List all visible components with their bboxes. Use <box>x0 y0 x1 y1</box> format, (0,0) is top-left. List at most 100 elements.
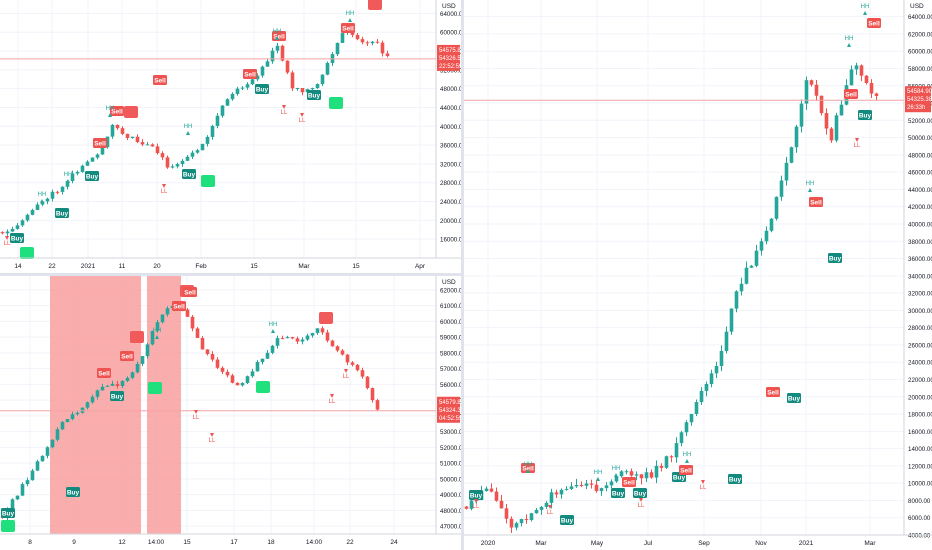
signal-sell[interactable]: Sell <box>120 351 134 361</box>
signal-ll[interactable]: LL <box>209 433 216 444</box>
signal-hh[interactable]: HH <box>346 11 355 22</box>
top-left-chart-pane[interactable]: Buy Buy Buy Buy Buy Buy Sell Sell Sell Sell Sell Se… <box>0 0 461 273</box>
signal-buy[interactable]: Buy <box>828 253 842 263</box>
signal-sell[interactable]: Sell <box>183 287 197 297</box>
signal-hh[interactable]: HH <box>273 29 282 40</box>
signal-sell[interactable]: Sell <box>521 463 535 473</box>
signal-ll[interactable]: LL <box>854 138 861 149</box>
time-tick-label: 14:00 <box>306 539 323 546</box>
signal-hh[interactable]: HH <box>38 192 47 203</box>
signal-ll[interactable]: LL <box>700 480 707 491</box>
time-tick-label: 15 <box>352 263 360 270</box>
signal-buy[interactable]: Buy <box>1 508 15 518</box>
signal-hh[interactable]: HH <box>683 452 692 463</box>
signal-ll[interactable]: LL <box>281 105 288 116</box>
signal-sell[interactable]: Sell <box>110 106 124 116</box>
signal-hh[interactable]: HH <box>153 328 162 339</box>
signal-hh[interactable]: HH <box>612 466 621 477</box>
ll-arrow-icon <box>282 105 286 109</box>
signal-sell[interactable]: Sell <box>809 197 823 207</box>
signal-hh[interactable]: HH <box>269 322 278 333</box>
time-axis[interactable]: 8 9 12 14:00 15 17 18 14:00 22 24 <box>0 533 461 546</box>
signal-ll[interactable]: LL <box>638 498 645 509</box>
time-axis[interactable]: 14 22 2021 11 20 Feb 15 Mar 15 Apr <box>0 257 461 270</box>
price-axis[interactable]: USD64000.0060000.0056000.0052000.0048000… <box>435 0 461 258</box>
signal-buy[interactable]: Buy <box>787 393 801 403</box>
strong-sell-marker[interactable] <box>319 312 333 324</box>
signal-buy[interactable]: Buy <box>85 171 99 181</box>
signal-sell[interactable]: Sell <box>766 387 780 397</box>
candle-up <box>260 66 265 76</box>
signal-buy[interactable]: Buy <box>66 487 80 497</box>
signal-hh[interactable]: HH <box>106 106 115 117</box>
signal-buy[interactable]: Buy <box>728 474 742 484</box>
bottom-left-chart-pane[interactable]: Buy Buy Buy Sell Sell Sell Sell HH HH LL LL LL LL USD… <box>0 276 461 550</box>
strong-buy-marker[interactable] <box>201 175 215 187</box>
signal-sell[interactable]: Sell <box>153 75 167 85</box>
buy-label-text: Buy <box>308 93 321 100</box>
signal-buy[interactable]: Buy <box>469 490 483 500</box>
signal-buy[interactable]: Buy <box>55 208 69 218</box>
sell-label-text: Sell <box>680 468 692 475</box>
signal-ll[interactable]: LL <box>473 499 480 510</box>
top-left-chart-svg[interactable]: Buy Buy Buy Buy Buy Buy Sell Sell Sell Sell Sell Se… <box>0 0 461 273</box>
pane-divider-horizontal[interactable] <box>0 273 461 276</box>
strong-sell-marker[interactable] <box>124 106 138 118</box>
signal-sell[interactable]: Sell <box>844 89 858 99</box>
candle-down <box>330 340 335 347</box>
signal-hh[interactable]: HH <box>845 36 854 47</box>
signal-buy[interactable]: Buy <box>858 110 872 120</box>
strong-sell-marker[interactable] <box>368 0 382 10</box>
strong-buy-marker[interactable] <box>20 247 34 259</box>
signal-buy[interactable]: Buy <box>307 90 321 100</box>
signal-sell[interactable]: Sell <box>622 477 636 487</box>
strong-buy-marker[interactable] <box>256 381 270 393</box>
candle-up <box>190 152 195 157</box>
signal-hh[interactable]: HH <box>861 4 870 15</box>
ll-label-text: LL <box>329 399 336 405</box>
bottom-left-chart-svg[interactable]: Buy Buy Buy Sell Sell Sell Sell HH HH LL LL LL LL USD… <box>0 276 461 550</box>
strong-sell-marker[interactable] <box>130 331 144 343</box>
price-axis[interactable]: USD64000.0062000.0060000.0058000.0056000… <box>903 0 932 540</box>
candle-up <box>80 407 85 413</box>
strong-buy-marker[interactable] <box>1 520 15 532</box>
signal-buy[interactable]: Buy <box>255 84 269 94</box>
signal-sell[interactable]: Sell <box>93 138 107 148</box>
pane-divider-vertical[interactable] <box>461 0 464 550</box>
signal-sell[interactable]: Sell <box>172 301 186 311</box>
candle-up <box>684 422 689 433</box>
strong-buy-marker[interactable] <box>329 97 343 109</box>
signal-ll[interactable]: LL <box>161 184 168 195</box>
signal-sell[interactable]: Sell <box>679 465 693 475</box>
signal-ll[interactable]: LL <box>329 394 336 405</box>
signal-buy[interactable]: Buy <box>182 169 196 179</box>
signal-sell[interactable]: Sell <box>97 368 111 378</box>
candle-up <box>70 414 75 420</box>
signal-ll[interactable]: LL <box>343 369 350 380</box>
hh-arrow-icon <box>685 459 689 463</box>
signal-sell[interactable]: Sell <box>272 31 286 41</box>
signal-sell[interactable]: Sell <box>243 69 257 79</box>
signal-hh[interactable]: HH <box>64 172 73 183</box>
signal-hh[interactable]: HH <box>806 181 815 192</box>
sell-label-text: Sell <box>154 78 166 85</box>
signal-buy[interactable]: Buy <box>611 488 625 498</box>
signal-hh[interactable]: HH <box>524 462 533 473</box>
signal-sell[interactable]: Sell <box>341 23 355 33</box>
strong-buy-marker[interactable] <box>148 382 162 394</box>
signal-buy[interactable]: Buy <box>633 488 647 498</box>
candle-down <box>629 471 634 476</box>
signal-buy[interactable]: Buy <box>560 515 574 525</box>
signal-buy[interactable]: Buy <box>110 391 124 401</box>
signal-ll[interactable]: LL <box>4 236 11 247</box>
signal-ll[interactable]: LL <box>299 113 306 124</box>
signal-hh[interactable]: HH <box>184 124 193 135</box>
signal-sell[interactable]: Sell <box>867 18 881 28</box>
right-chart-pane[interactable]: Buy Buy Buy Buy Buy Buy Buy Buy Buy Sell Sell Sell S… <box>464 0 932 550</box>
time-axis[interactable]: 2020 Mar May Jul Sep Nov 2021 Mar <box>464 534 932 547</box>
signal-hh[interactable]: HH <box>594 470 603 481</box>
signal-buy[interactable]: Buy <box>10 233 24 243</box>
signal-ll[interactable]: LL <box>547 505 554 516</box>
signal-ll[interactable]: LL <box>193 410 200 421</box>
